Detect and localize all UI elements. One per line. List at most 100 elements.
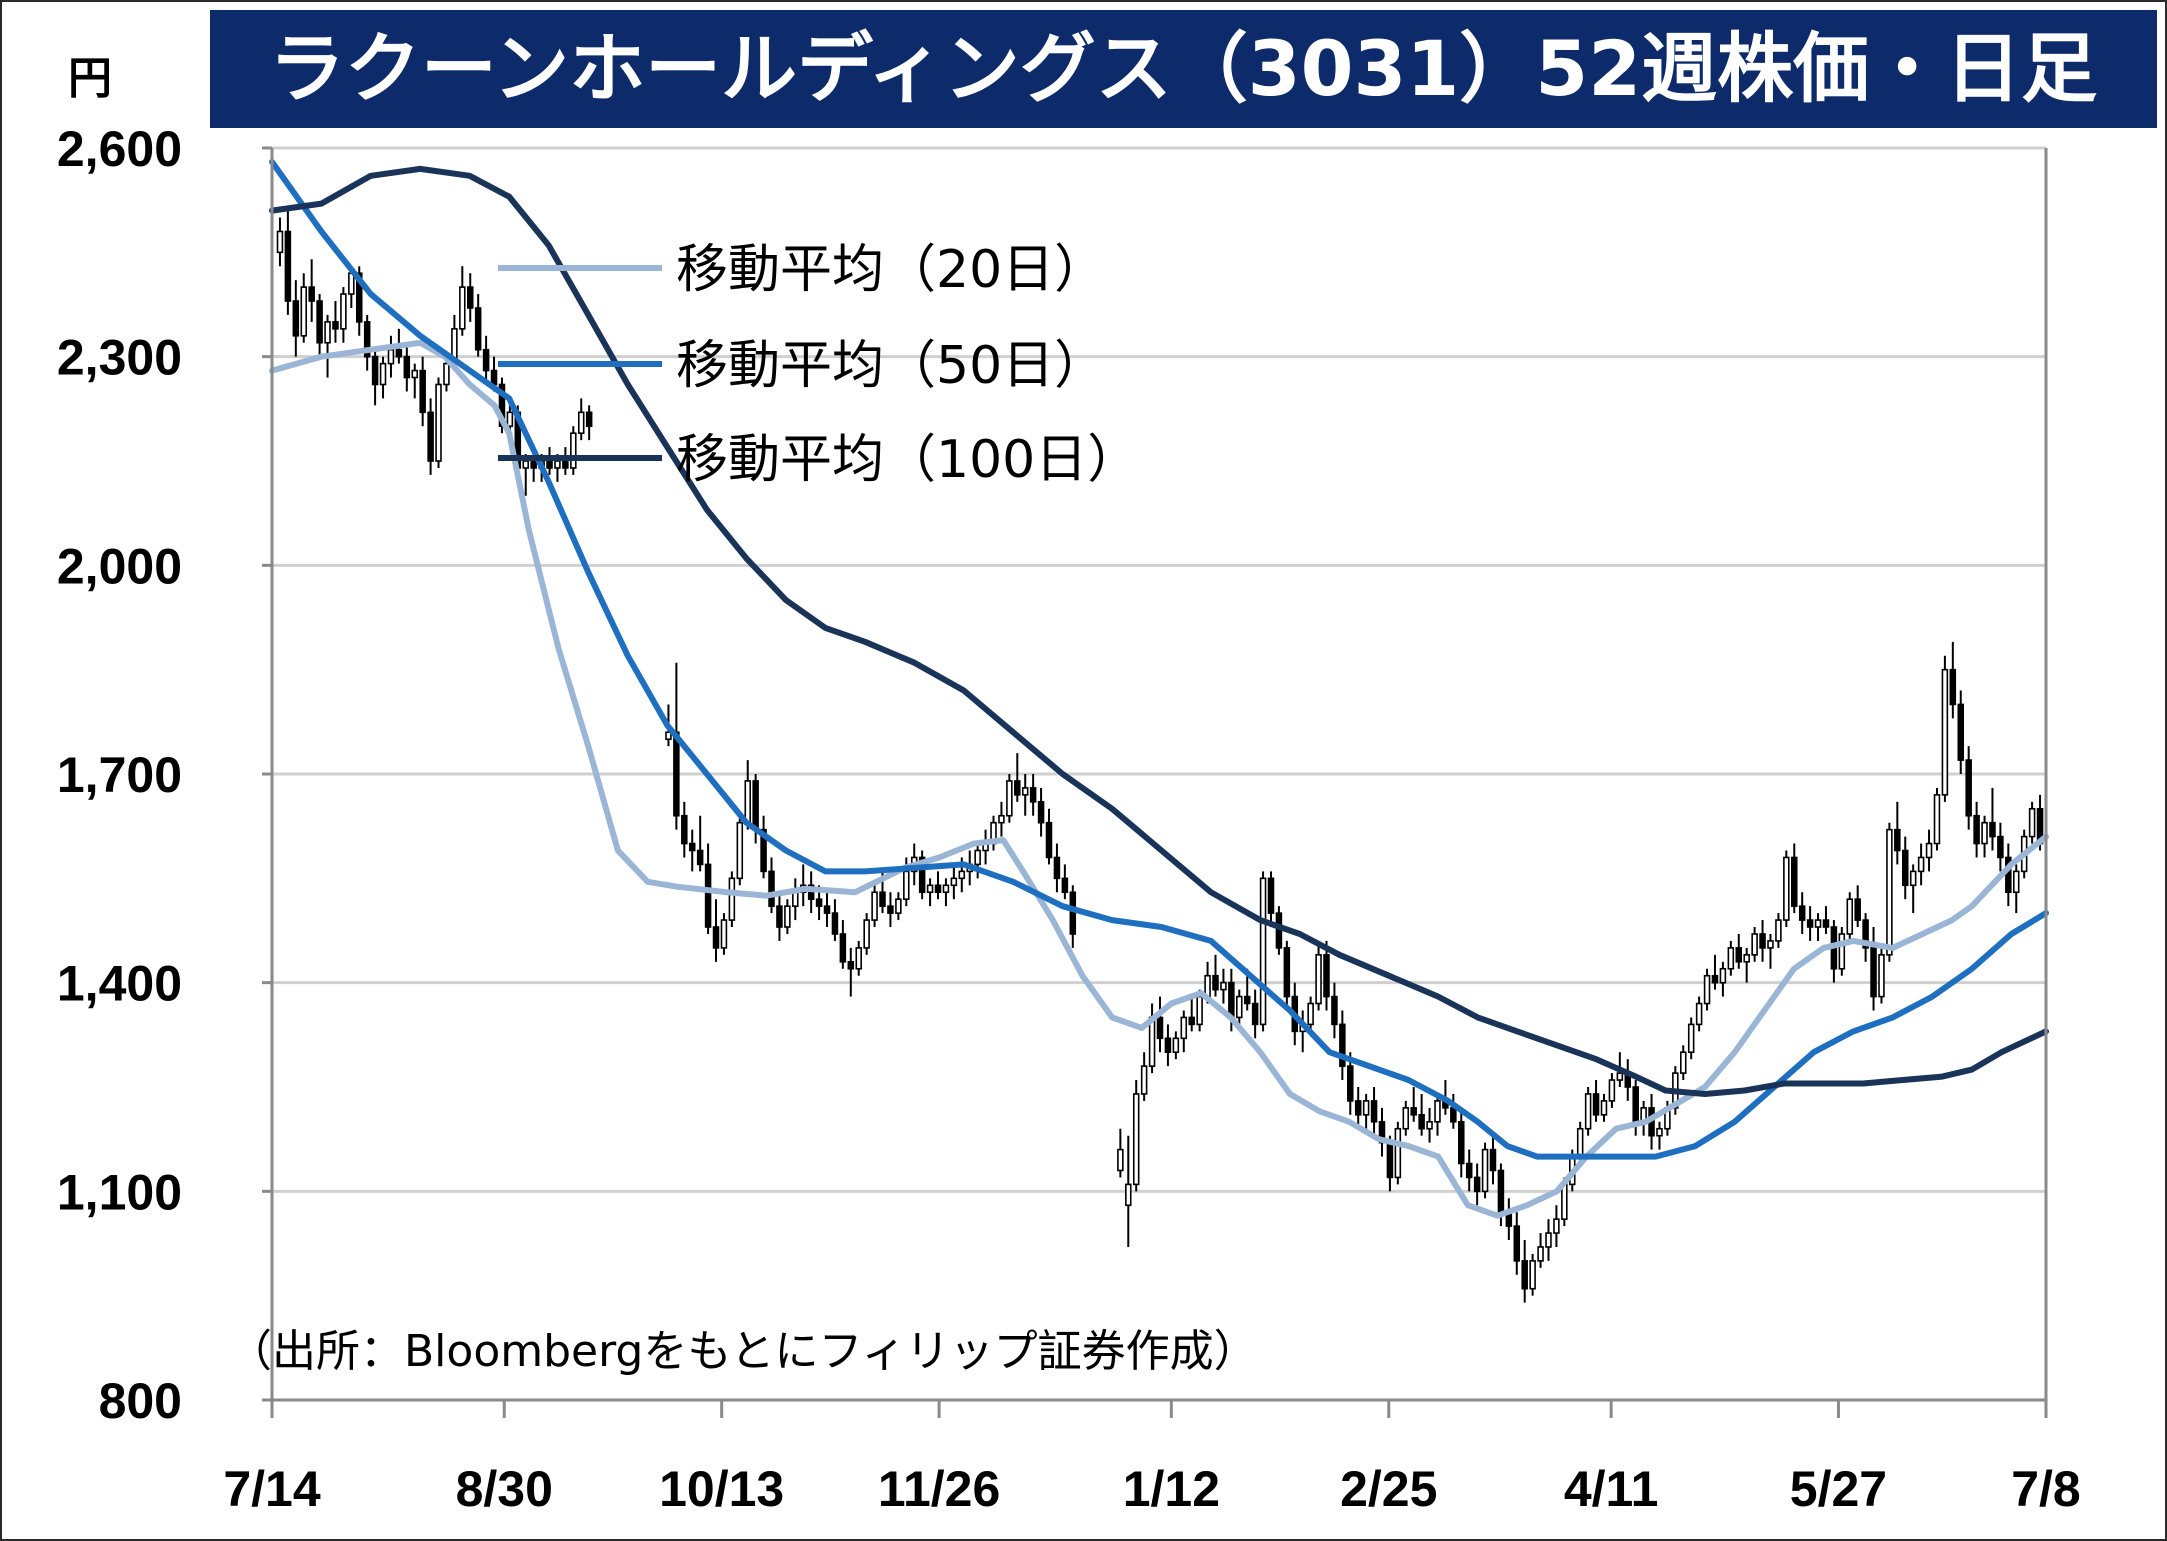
candle-body xyxy=(530,460,537,469)
candle-body xyxy=(1917,856,1925,873)
candle-body xyxy=(316,300,323,344)
candle-body xyxy=(1561,1183,1568,1220)
candle-body xyxy=(562,460,569,469)
candle-body xyxy=(1362,1100,1370,1116)
candle-body xyxy=(1537,1246,1544,1262)
candle-body xyxy=(1037,801,1045,824)
chart-title: ラクーンホールディングス（3031）52週株価・日足 xyxy=(269,24,2097,113)
candle-body xyxy=(1481,1148,1489,1193)
legend-label-3: 移動平均（100日） xyxy=(676,430,1139,490)
candle-body xyxy=(435,383,442,462)
candle-body xyxy=(1418,1114,1425,1130)
candle-body xyxy=(918,856,926,894)
candle-body xyxy=(284,230,292,302)
candle-body xyxy=(1529,1260,1536,1290)
ma-line-1 xyxy=(269,339,2049,1219)
candle-body xyxy=(355,272,363,323)
candle-body xyxy=(1323,954,1330,998)
candle-body xyxy=(1259,877,1267,1026)
candle-body xyxy=(2005,856,2012,894)
candle-body xyxy=(1775,919,1782,942)
candle-body xyxy=(332,321,339,330)
candle-body xyxy=(1973,814,1980,845)
y-tick-label: 2,300 xyxy=(57,330,182,386)
candle-body xyxy=(1347,1065,1354,1102)
candle-body xyxy=(1188,1016,1195,1026)
candle-body xyxy=(1053,856,1061,880)
candle-body xyxy=(1236,995,1243,1019)
y-tick-label: 800 xyxy=(99,1373,182,1429)
y-tick-label: 2,000 xyxy=(57,538,182,594)
candle-body xyxy=(1386,1141,1394,1179)
candle-body xyxy=(1458,1120,1465,1165)
x-tick-label: 1/12 xyxy=(1123,1461,1220,1517)
candle-body xyxy=(1243,995,1251,1005)
candle-body xyxy=(1965,759,1972,817)
candle-body xyxy=(1854,898,1861,921)
candle-body xyxy=(696,849,704,866)
candle-body xyxy=(1608,1079,1616,1102)
candle-body xyxy=(1949,668,1957,706)
legend-label-1: 移動平均（20日） xyxy=(676,240,1106,300)
candle-body xyxy=(1656,1127,1663,1137)
candle-body xyxy=(1172,1037,1180,1054)
candle-body xyxy=(1069,891,1077,935)
candle-body xyxy=(2028,807,2036,838)
candle-body xyxy=(522,460,529,469)
candle-body xyxy=(1307,1002,1314,1026)
candle-body xyxy=(1164,1037,1172,1054)
candle-body xyxy=(1354,1100,1362,1116)
candle-body xyxy=(1045,821,1053,859)
candle-body xyxy=(1576,1127,1584,1158)
candle-body xyxy=(1402,1107,1410,1130)
candle-body xyxy=(831,912,839,935)
candle-body xyxy=(744,780,751,824)
candle-body xyxy=(1901,849,1909,887)
candle-body xyxy=(958,870,966,880)
candle-body xyxy=(792,891,799,907)
candle-body xyxy=(1125,1183,1132,1207)
candle-body xyxy=(1735,947,1743,963)
candle-body xyxy=(776,905,783,928)
candle-body xyxy=(879,891,886,907)
candle-body xyxy=(760,828,767,873)
y-tick-labels: 2,600 2,300 2,000 1,700 1,400 1,100 800 xyxy=(57,121,272,1429)
candle-body xyxy=(340,293,347,330)
candle-body xyxy=(855,947,862,970)
x-tick-label: 4/11 xyxy=(1564,1461,1659,1517)
candle-body xyxy=(1767,940,1774,949)
candle-body xyxy=(863,919,870,949)
candle-body xyxy=(554,460,561,469)
candle-body xyxy=(1941,668,1949,796)
candle-body xyxy=(1616,1072,1624,1081)
candle-body xyxy=(1814,919,1822,928)
candle-body xyxy=(903,870,910,901)
candle-body xyxy=(1140,1065,1148,1095)
candle-body xyxy=(1117,1148,1124,1172)
candle-body xyxy=(1806,919,1814,928)
y-tick-label: 1,100 xyxy=(57,1164,182,1220)
candle-body xyxy=(1711,974,1719,984)
candle-body xyxy=(1687,1023,1695,1054)
candle-body xyxy=(419,369,426,414)
candle-body xyxy=(1061,877,1069,894)
candle-body xyxy=(934,884,942,894)
candle-body xyxy=(720,919,728,949)
candle-body xyxy=(1267,877,1275,914)
candle-body xyxy=(1822,919,1830,928)
candle-body xyxy=(673,731,680,817)
ma-line-2 xyxy=(269,158,2049,1160)
candle-body xyxy=(1695,1002,1703,1026)
candle-body xyxy=(1894,828,1901,852)
candle-body xyxy=(998,814,1005,824)
candle-body xyxy=(379,362,387,386)
candle-body xyxy=(847,960,855,970)
candle-body xyxy=(815,898,823,907)
candle-body xyxy=(1798,905,1806,921)
x-tick-label: 10/13 xyxy=(659,1461,784,1517)
candle-body xyxy=(1251,1002,1259,1026)
y-tick-label: 1,700 xyxy=(57,747,182,803)
legend: 移動平均（20日） 移動平均（50日） 移動平均（100日） xyxy=(498,240,1139,490)
candle-body xyxy=(681,814,688,845)
candle-body xyxy=(1886,828,1893,956)
